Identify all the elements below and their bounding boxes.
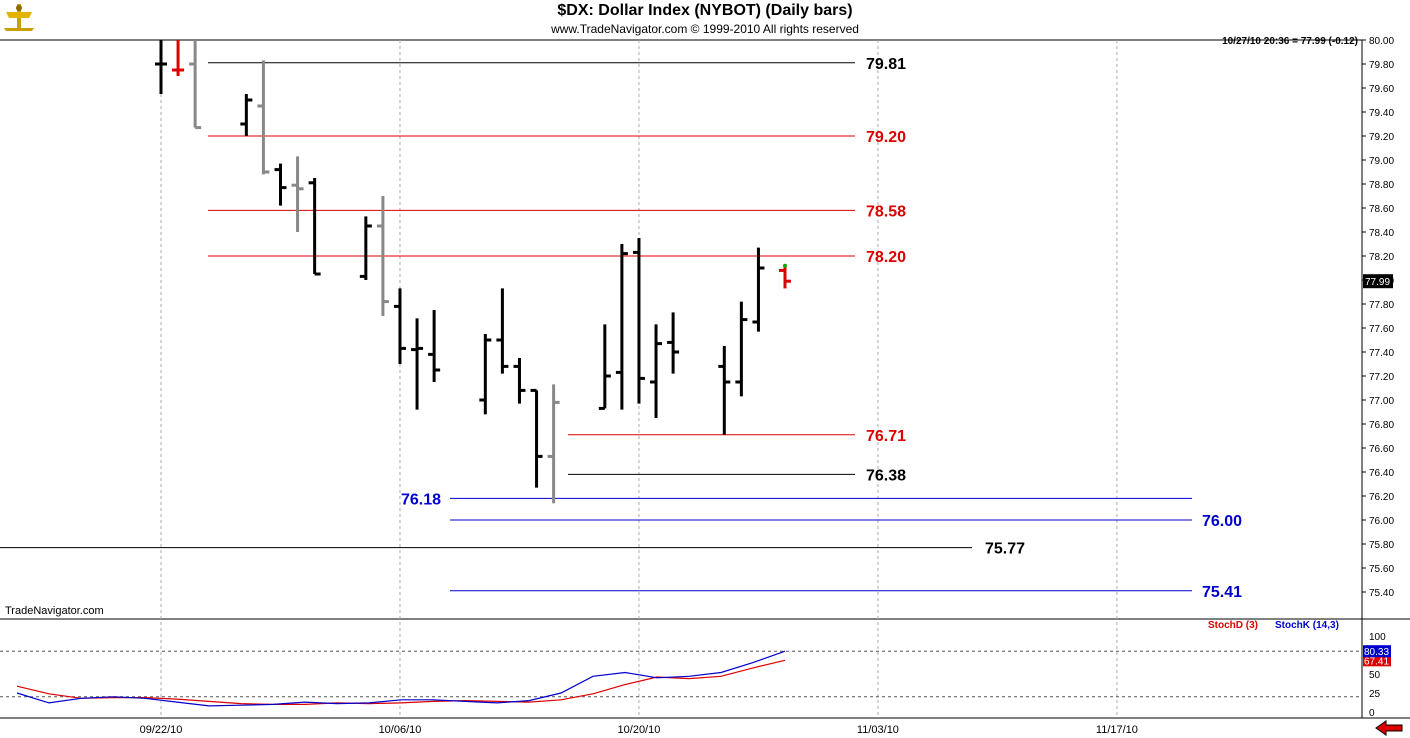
price-tick-label: 75.60 [1369,564,1394,575]
price-readout: 10/27/10 20:36 = 77.99 (-0.12) [1222,36,1358,47]
price-axis: 80.00 79.80 79.60 79.40 79.20 79.00 78.80 78.60… [1362,36,1394,599]
oscillator-value-label: 67.41 [1364,656,1389,667]
price-tick-label: 78.40 [1369,228,1394,239]
scroll-left-arrow-icon[interactable] [1374,720,1404,736]
oscillator-value-tag [1363,654,1391,667]
price-tick-label: 76.40 [1369,468,1394,479]
last-price-tag [1363,274,1393,289]
price-tick-label: 79.60 [1369,84,1394,95]
oscillator-tick-label: 25 [1369,689,1381,700]
level-label: 76.00 [1202,513,1242,530]
watermark: TradeNavigator.com [5,605,104,617]
oscillator-tick-label: 100 [1369,632,1386,643]
date-tick-label: 09/22/10 [140,724,183,736]
price-tick-label: 78.60 [1369,204,1394,215]
level-label: 78.20 [866,249,906,266]
price-tick-label: 79.40 [1369,108,1394,119]
level-label: 76.18 [401,491,441,508]
oscillator-value-tag [1363,645,1391,658]
price-tick-label: 75.40 [1369,588,1394,599]
level-label: 75.41 [1202,584,1242,601]
price-tick-label: 77.80 [1369,300,1394,311]
price-tick-label: 77.40 [1369,348,1394,359]
oscillator-tick-label: 0 [1369,708,1375,719]
price-tick-label: 79.80 [1369,60,1394,71]
level-label: 79.81 [866,56,906,73]
date-tick-label: 11/17/10 [1096,724,1138,736]
chart-subtitle: www.TradeNavigator.com © 1999-2010 All r… [551,22,859,36]
level-label: 76.71 [866,428,906,445]
date-tick-label: 10/06/10 [379,724,422,736]
price-tick-label: 77.00 [1369,396,1394,407]
last-price-marker [783,263,787,268]
stoch-line-blue [16,650,786,707]
last-price-tag-label: 77.99 [1365,277,1390,288]
chart-title: $DX: Dollar Index (NYBOT) (Daily bars) [557,2,853,19]
date-axis: 09/22/10 10/06/10 10/20/10 11/03/10 11/17/10 [140,724,1138,736]
price-tick-label: 79.00 [1369,156,1394,167]
price-tick-label: 78.80 [1369,180,1394,191]
price-tick-label: 78.20 [1369,252,1394,263]
price-tick-label: 76.80 [1369,420,1394,431]
oscillator-tick-label: 50 [1369,670,1381,681]
level-label: 79.20 [866,129,906,146]
price-tick-label: 77.60 [1369,324,1394,335]
price-tick-label: 80.00 [1369,36,1394,47]
legend-stochd: StochD (3) [1208,620,1258,631]
trade-navigator-logo-icon [4,4,34,31]
level-label: 76.38 [866,467,906,484]
level-label: 78.58 [866,203,906,220]
price-tick-label: 77.20 [1369,372,1394,383]
price-tick-label: 76.00 [1369,516,1394,527]
level-label: 75.77 [985,541,1025,558]
grid [0,39,1410,719]
price-tick-label: 76.20 [1369,492,1394,503]
date-tick-label: 11/03/10 [857,724,899,736]
stoch-line-red [16,659,786,706]
price-tick-label: 79.20 [1369,132,1394,143]
legend-stochk: StochK (14,3) [1275,620,1339,631]
price-tick-label: 75.80 [1369,540,1394,551]
price-tick-label: 76.60 [1369,444,1394,455]
price-bars [155,40,791,504]
date-tick-label: 10/20/10 [618,724,661,736]
oscillator-value-label: 80.33 [1364,647,1389,658]
